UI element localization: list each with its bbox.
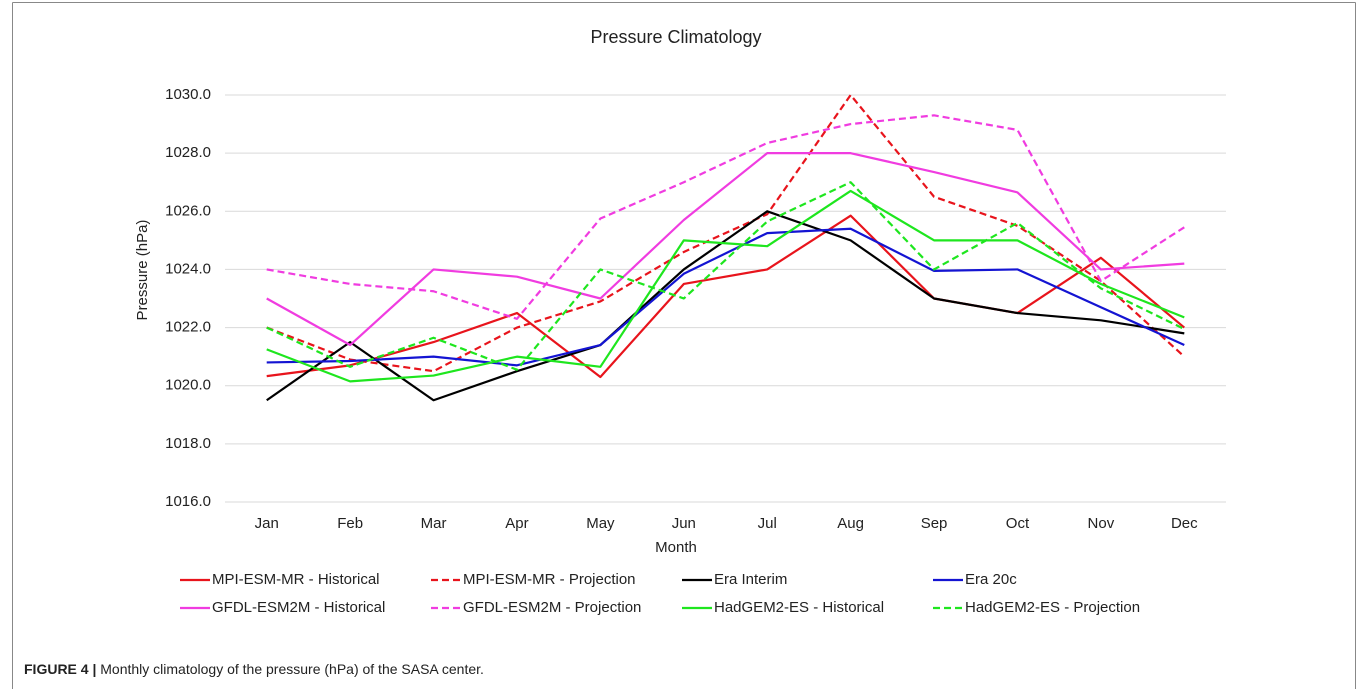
caption-label: FIGURE 4 |	[24, 661, 96, 677]
x-tick-label: Jul	[758, 515, 777, 532]
x-tick-label: Dec	[1171, 515, 1198, 532]
x-tick-label: Sep	[921, 515, 948, 532]
y-tick-label: 1030.0	[165, 86, 211, 103]
x-tick-label: Aug	[837, 515, 864, 532]
x-tick-label: Jun	[672, 515, 696, 532]
series-line	[266, 210, 1185, 402]
y-tick-label: 1026.0	[165, 202, 211, 219]
y-tick-label: 1022.0	[165, 319, 211, 336]
x-axis-label: Month	[655, 539, 697, 556]
legend-label: HadGEM2-ES - Historical	[714, 599, 884, 616]
series-line	[266, 93, 1186, 373]
series-line	[266, 152, 1185, 347]
x-tick-label: Apr	[505, 515, 528, 532]
series-line	[266, 189, 1185, 383]
legend-label: GFDL-ESM2M - Historical	[212, 599, 385, 616]
y-tick-label: 1028.0	[165, 144, 211, 161]
chart-title: Pressure Climatology	[590, 27, 761, 47]
series-line	[266, 181, 1185, 371]
x-tick-label: Nov	[1088, 515, 1115, 532]
x-tick-label: Jan	[255, 515, 279, 532]
y-tick-label: 1018.0	[165, 435, 211, 452]
y-tick-label: 1020.0	[165, 377, 211, 394]
series-line	[266, 114, 1185, 320]
y-tick-label: 1024.0	[165, 260, 211, 277]
legend-label: Era Interim	[714, 571, 787, 588]
x-tick-label: Mar	[421, 515, 447, 532]
y-axis-label: Pressure (hPa)	[134, 220, 151, 321]
x-tick-label: May	[586, 515, 615, 532]
legend-label: MPI-ESM-MR - Historical	[212, 571, 380, 588]
legend-label: MPI-ESM-MR - Projection	[463, 571, 636, 588]
x-tick-label: Feb	[337, 515, 363, 532]
series-line	[266, 227, 1185, 367]
caption-text: Monthly climatology of the pressure (hPa…	[100, 661, 484, 677]
caption: FIGURE 4 | Monthly climatology of the pr…	[24, 661, 484, 677]
legend-label: GFDL-ESM2M - Projection	[463, 599, 641, 616]
series-line	[266, 214, 1185, 379]
legend-label: HadGEM2-ES - Projection	[965, 599, 1140, 616]
x-tick-label: Oct	[1006, 515, 1030, 532]
legend-label: Era 20c	[965, 571, 1017, 588]
y-tick-label: 1016.0	[165, 493, 211, 510]
